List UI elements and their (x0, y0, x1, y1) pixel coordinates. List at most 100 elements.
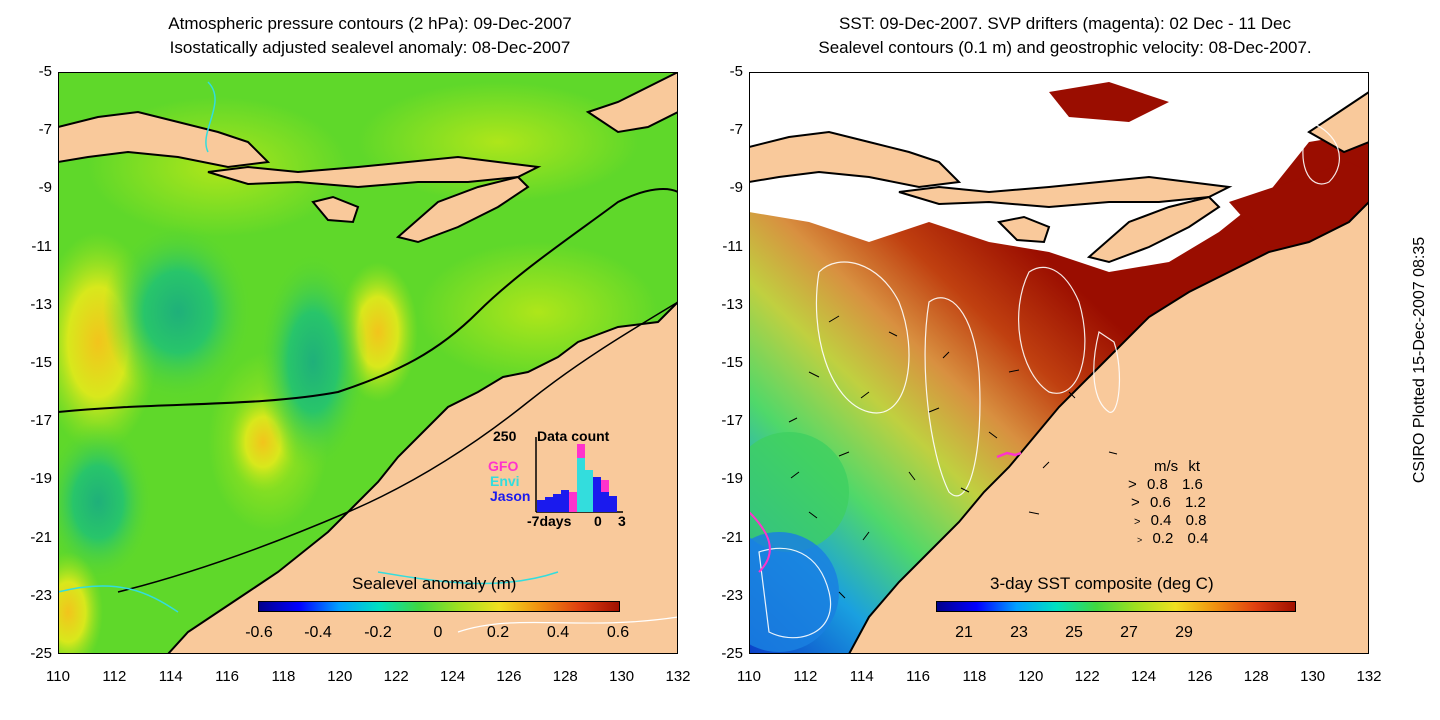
left-title-line2: Isostatically adjusted sealevel anomaly:… (169, 38, 571, 57)
right-xtick: 124 (1131, 668, 1157, 685)
legend-gfo: GFO (488, 458, 519, 474)
sst-colorbar-label: 3-day SST composite (deg C) (990, 574, 1214, 593)
sst-map-graphic (749, 72, 1369, 654)
sla-colorbar (258, 601, 620, 612)
sst-tick-0: 21 (955, 624, 973, 641)
velocity-header-kt: kt (1188, 458, 1201, 475)
sumba-island (311, 195, 360, 224)
sla-tick-2: -0.2 (364, 624, 392, 641)
data-count-xlabel-start: -7days (527, 513, 572, 529)
right-ytick: -17 (721, 412, 743, 430)
velocity-arrow-icon: > (1137, 535, 1143, 545)
sla-tick-0: -0.6 (245, 624, 273, 641)
velocity-legend-row-2: > 0.4 0.8 (1134, 512, 1207, 529)
velocity-legend-row-1: > 0.6 1.2 (1131, 494, 1206, 511)
left-xtick: 124 (440, 668, 466, 685)
left-ytick: -15 (30, 354, 52, 371)
left-ytick: -25 (30, 645, 52, 662)
right-ytick: -21 (721, 528, 743, 546)
data-count-bars (537, 444, 617, 512)
right-xtick: 114 (849, 668, 874, 685)
left-ytick: -13 (30, 295, 52, 313)
left-ytick: -9 (38, 179, 52, 197)
left-xtick: 114 (158, 668, 183, 685)
right-ytick: -7 (729, 121, 743, 139)
lesser-sunda-islands (207, 155, 542, 189)
left-xtick: 132 (665, 668, 691, 685)
sla-colorbar-label: Sealevel anomaly (m) (352, 574, 517, 593)
right-xtick: 120 (1018, 668, 1044, 685)
velocity-ms-1: 0.6 (1149, 494, 1171, 511)
australia-landmass (166, 300, 678, 654)
credit-text: CSIRO Plotted 15-Dec-2007 08:35 (1411, 236, 1428, 484)
velocity-legend-row-0: > 0.8 1.6 (1128, 476, 1203, 493)
left-xtick: 118 (271, 668, 296, 685)
right-xtick: 122 (1074, 668, 1100, 685)
legend-jason: Jason (490, 488, 531, 504)
sla-tick-3: 0 (433, 624, 443, 641)
left-xtick: 120 (327, 668, 353, 685)
right-xtick: 128 (1243, 668, 1269, 685)
left-ytick: -23 (30, 586, 52, 604)
right-xtick: 118 (962, 668, 987, 685)
sealevel-contours (758, 121, 1340, 639)
sla-tick-1: -0.4 (304, 624, 332, 641)
right-xtick: 116 (906, 668, 931, 685)
velocity-header-ms: m/s (1154, 458, 1179, 475)
data-count-xlabel-zero: 0 (594, 513, 602, 529)
right-xtick: 126 (1187, 668, 1213, 685)
data-count-title: Data count (537, 428, 610, 444)
right-ytick: -15 (721, 354, 743, 371)
sla-tick-5: 0.4 (546, 624, 570, 641)
velocity-legend-header: m/s kt (1154, 458, 1200, 475)
right-panel-title: SST: 09-Dec-2007. SVP drifters (magenta)… (720, 12, 1410, 60)
right-ytick: -23 (721, 586, 743, 604)
java-island-right (749, 130, 962, 189)
sla-map-graphic (58, 72, 678, 654)
left-ytick: -19 (30, 470, 52, 488)
right-ytick: -5 (729, 63, 743, 80)
velocity-arrow-icon: > (1128, 476, 1137, 493)
velocity-arrow-icon: > (1131, 494, 1140, 511)
data-count-xlabel-end: 3 (618, 513, 626, 529)
velocity-kt-3: 0.4 (1187, 530, 1209, 547)
left-xtick: 122 (383, 668, 409, 685)
australia-landmass-right (847, 200, 1369, 654)
right-ytick: -19 (721, 470, 743, 488)
right-xtick: 130 (1300, 668, 1326, 685)
right-xtick: 110 (737, 668, 761, 685)
right-ytick: -11 (722, 237, 743, 255)
right-title-line1: SST: 09-Dec-2007. SVP drifters (magenta)… (839, 14, 1291, 33)
velocity-vectors (788, 315, 1118, 599)
sst-tick-4: 29 (1175, 624, 1193, 641)
right-xtick: 132 (1356, 668, 1382, 685)
sst-map (749, 72, 1369, 654)
lesser-sunda-islands-right (898, 175, 1233, 209)
left-ytick: -21 (30, 528, 52, 546)
left-xtick: 128 (552, 668, 578, 685)
java-island (58, 110, 271, 169)
left-xtick: 112 (102, 668, 127, 685)
velocity-kt-1: 1.2 (1184, 494, 1206, 511)
right-ytick: -25 (721, 645, 743, 662)
sst-tick-2: 25 (1065, 624, 1083, 641)
right-ytick: -9 (729, 179, 743, 197)
timor-island (395, 175, 530, 244)
sealevel-anomaly-map (58, 72, 678, 654)
velocity-arrow-icon: > (1134, 516, 1141, 528)
velocity-ms-3: 0.2 (1152, 530, 1174, 547)
velocity-kt-2: 0.8 (1185, 512, 1207, 529)
left-xtick: 126 (496, 668, 522, 685)
velocity-ms-0: 0.8 (1146, 476, 1168, 493)
sumba-island-right (996, 215, 1051, 244)
velocity-ms-2: 0.4 (1150, 512, 1172, 529)
sst-tick-1: 23 (1010, 624, 1028, 641)
left-ytick: -5 (38, 63, 52, 80)
right-xtick: 112 (793, 668, 818, 685)
left-ytick: -17 (30, 412, 52, 430)
right-ytick: -13 (721, 295, 743, 313)
right-title-line2: Sealevel contours (0.1 m) and geostrophi… (818, 38, 1312, 57)
timor-island-right (1086, 195, 1221, 264)
legend-envi: Envi (490, 473, 520, 489)
left-ytick: -11 (31, 237, 52, 255)
